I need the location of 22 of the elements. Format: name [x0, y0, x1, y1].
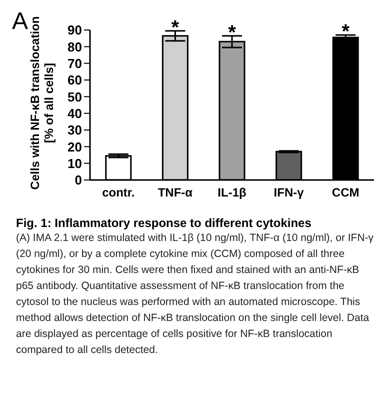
y-tick-label: 70 [68, 56, 82, 71]
y-tick-label: 20 [68, 139, 82, 154]
x-tick-label: TNF-α [158, 186, 194, 200]
y-tick-label: 90 [68, 22, 82, 38]
y-tick-label: 50 [68, 89, 82, 104]
text: Fig. 1: Inflammatory response to different cytokines [16, 216, 312, 230]
x-tick-label: contr. [102, 186, 135, 200]
text: (A) IMA 2.1 were stimulated with IL-1β (10 ng/ml), TNF-α (10 ng/ml), or IFN-γ (20 ng/ml), or by a complete cytokine mix (CCM) composed of all three cytokines for 30 min. Cells were then fixed and stained with an anti-NF-κB p65 antibody. Quantitative assessment of NF-κB translocation from the cytosol to the nucleus was performed with an automated microscope. This method allows detection of NF-κB translocation on the single cell level. Data are displayed as percentage of cells positive for NF-κB translocation compared to all cells detected. [16, 231, 375, 358]
y-tick-label: 0 [74, 172, 82, 188]
y-tick-label: 40 [68, 106, 82, 121]
y-tick-label: 80 [68, 39, 82, 54]
panel-letter: A [12, 8, 28, 36]
x-tick-label: IL-1β [218, 186, 246, 200]
y-tick-label: 10 [68, 156, 82, 171]
x-tick-label: CCM [332, 186, 360, 200]
y-axis-title: Cells with NF-κB translocation [% of all cells] [28, 16, 56, 190]
annotation: * [171, 16, 180, 39]
annotation: * [342, 21, 350, 43]
x-tick-label: IFN-γ [274, 186, 304, 200]
annotation: * [228, 22, 236, 44]
y-tick-label: 30 [68, 122, 82, 138]
y-tick-label: 60 [68, 72, 82, 88]
